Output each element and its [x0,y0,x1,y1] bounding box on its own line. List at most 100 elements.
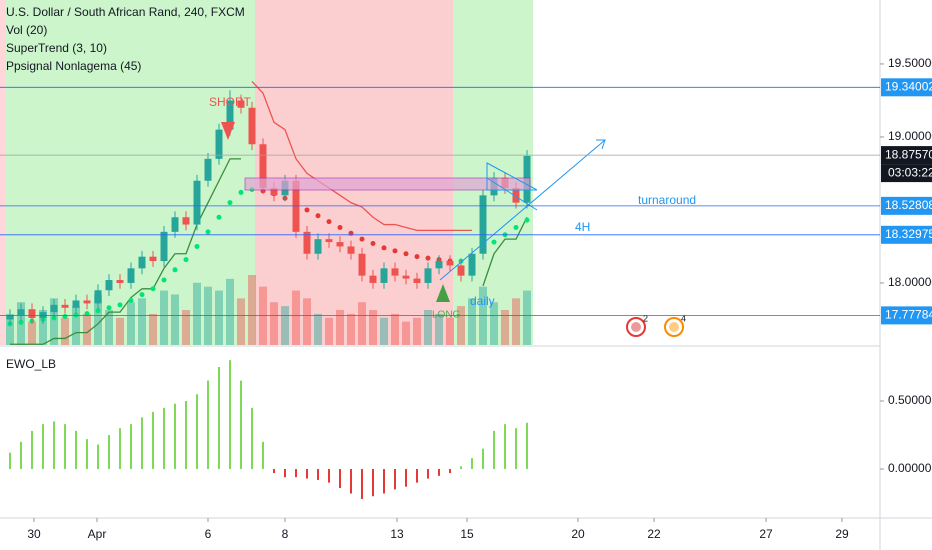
candle-body [204,158,212,181]
y-tick-label: 0.50000 [888,393,932,407]
level-label: 19.34002 [885,79,932,93]
volume-bar [325,317,333,345]
oscillator-bar [438,469,440,476]
ppsignal-dot [524,217,530,223]
zone-red [0,0,5,345]
oscillator-bar [317,469,319,480]
oscillator-bar [339,469,341,489]
volume-bar [358,302,366,345]
volume-bar [501,310,509,345]
volume-bar [347,313,355,345]
oscillator-bar [130,424,132,470]
ppsignal-dot [128,297,134,303]
candle-body [28,309,36,318]
volume-bar [259,286,267,345]
candle-body [61,304,69,308]
ppsignal-dot [172,267,178,273]
candle-body [105,280,113,291]
candle-body [435,261,443,269]
volume-bar [457,306,465,345]
ppsignal-dot [491,239,497,245]
candle-body [94,290,102,304]
annotation: SHORT [209,95,251,109]
oscillator-bar [42,424,44,470]
ppsignal-dot [403,251,409,257]
volume-bar [182,310,190,345]
countdown-tag [881,164,932,183]
x-tick-label: 6 [205,527,212,541]
candle-body [83,300,91,304]
x-tick-label: 22 [647,527,661,541]
oscillator-title: EWO_LB [6,357,56,371]
volume-bar [468,298,476,345]
candle-body [391,268,399,276]
oscillator-bar [31,430,33,470]
oscillator-bar [493,430,495,470]
volume-bar [215,290,223,345]
ppsignal-dot [337,224,343,230]
annotation: turnaround [638,193,696,207]
indicator-label: SuperTrend (3, 10) [6,41,107,55]
ppsignal-dot [326,219,332,225]
oscillator-bar [152,411,154,470]
x-tick-label: 13 [390,527,404,541]
volume-bar [292,290,300,345]
ppsignal-dot [304,207,310,213]
volume-bar [391,313,399,345]
volume-bar [380,317,388,345]
ppsignal-dot [139,292,145,298]
candle-body [193,180,201,225]
oscillator-bar [174,403,176,470]
zone-green [453,0,533,345]
level-label: 18.87570 [885,147,932,161]
level-tag [881,78,932,97]
x-tick-label: 27 [759,527,773,541]
oscillator-bar [449,469,451,474]
oscillator-bar [97,444,99,470]
candle-body [215,129,223,159]
ppsignal-dot [216,214,222,220]
ppsignal-dot [150,286,156,292]
candle-body [270,188,278,196]
candle-body [6,315,14,320]
oscillator-bar [207,380,209,470]
arrow-head [596,139,606,150]
ppsignal-dot [513,224,519,230]
candle-body [457,265,465,276]
y-tick-label: 0.00000 [888,461,932,475]
ppsignal-dot [205,229,211,235]
volume-bar [314,313,322,345]
x-tick-label: 30 [27,527,41,541]
volume-bar [149,313,157,345]
volume-bar [160,290,168,345]
candle-body [72,300,80,308]
oscillator-bar [86,439,88,470]
level-label: 18.32975 [885,227,932,241]
oscillator-bar [262,441,264,470]
indicator-label: Ppsignal Nonlagema (45) [6,59,141,73]
oscillator-bar [163,407,165,470]
x-tick-label: 29 [835,527,849,541]
oscillator-bar [306,469,308,479]
candle-body [468,253,476,276]
oscillator-bar [75,430,77,470]
event-count: 4 [681,313,686,323]
oscillator-bar [471,458,473,470]
volume-bar [116,317,124,345]
oscillator-bar [240,380,242,470]
candle-body [171,217,179,232]
candle-body [17,309,25,316]
volume-bar [28,321,36,345]
level-tag [881,146,932,165]
ppsignal-dot [414,254,420,260]
volume-bar [281,306,289,345]
oscillator-bar [427,469,429,479]
oscillator-bar [416,469,418,483]
candle-body [413,278,421,283]
level-tag [881,196,932,215]
oscillator-bar [9,452,11,470]
long-arrow [436,284,450,302]
oscillator-bar [405,469,407,487]
ppsignal-dot [381,245,387,251]
ppsignal-dot [238,189,244,195]
